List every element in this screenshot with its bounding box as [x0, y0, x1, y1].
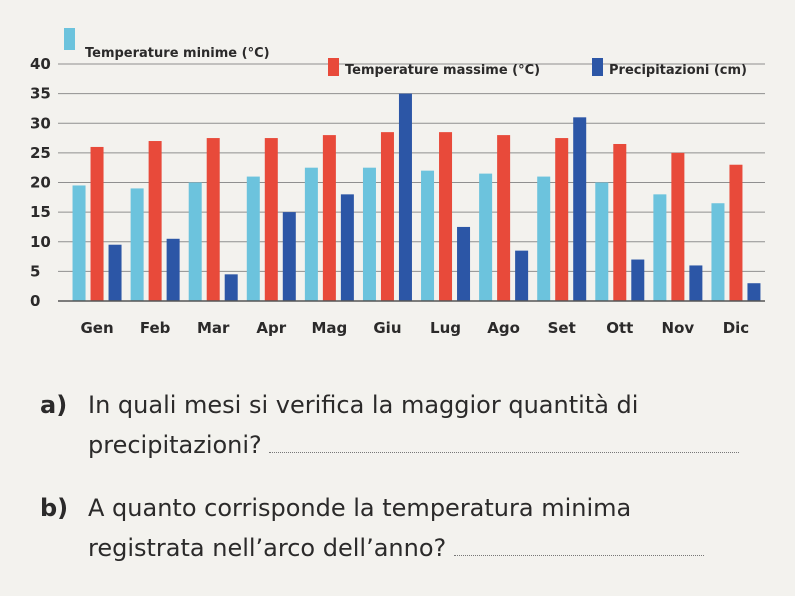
bar-set-series-1 [537, 176, 551, 301]
bar-nov-series-1 [653, 194, 667, 301]
legend-swatch-1 [64, 28, 75, 50]
x-tick-label-mag: Mag [311, 319, 347, 337]
x-tick-label-ago: Ago [487, 319, 520, 337]
bar-feb-series-3 [166, 238, 180, 301]
question-b-line1: A quanto corrisponde la temperatura mini… [88, 494, 632, 522]
bar-gen-series-1 [72, 185, 86, 301]
legend-swatch-2 [328, 58, 339, 76]
legend-swatch-3 [592, 58, 603, 76]
y-tick-label-0: 0 [30, 292, 40, 310]
bar-apr-series-2 [264, 138, 278, 301]
x-tick-label-apr: Apr [256, 319, 286, 337]
bar-mar-series-3 [224, 274, 238, 301]
bar-chart: 0 5 10 15 20 25 30 35 40 Gen Feb Mar Apr Mag Giu Lug Ago… [30, 28, 765, 337]
legend-label-3: Precipitazioni (cm) [609, 63, 747, 78]
y-tick-label-35: 35 [30, 85, 51, 103]
question-a-line1: In quali mesi si verifica la maggior qua… [88, 391, 639, 419]
bar-dic-series-2 [729, 164, 743, 301]
x-tick-label-dic: Dic [723, 319, 749, 337]
bar-lug-series-3 [457, 226, 471, 301]
answer-line-a[interactable] [269, 430, 740, 453]
x-tick-label-set: Set [548, 319, 576, 337]
x-tick-label-feb: Feb [140, 319, 171, 337]
bar-ott-series-3 [631, 259, 645, 301]
bar-giu-series-1 [362, 167, 376, 301]
bar-mag-series-3 [340, 194, 354, 301]
bar-ago-series-1 [479, 173, 493, 301]
question-a: a) In quali mesi si verifica la maggior q… [40, 385, 740, 465]
bar-ago-series-2 [497, 135, 511, 301]
bar-set-series-3 [573, 117, 587, 301]
bar-feb-series-1 [130, 188, 144, 301]
legend-label-2: Temperature massime (°C) [345, 63, 540, 78]
x-tick-label-gen: Gen [80, 319, 113, 337]
question-b-line2: registrata nell’arco dell’anno? [88, 534, 447, 562]
bar-giu-series-2 [380, 132, 394, 301]
bar-mag-series-2 [322, 135, 336, 301]
bar-ott-series-1 [595, 182, 609, 301]
y-tick-label-40: 40 [30, 55, 51, 73]
bar-nov-series-2 [671, 152, 685, 301]
x-tick-label-giu: Giu [373, 319, 401, 337]
bar-mar-series-1 [188, 182, 202, 301]
question-b-letter: b) [40, 494, 69, 522]
y-tick-label-10: 10 [30, 233, 51, 251]
y-tick-label-5: 5 [30, 262, 40, 280]
y-tick-label-15: 15 [30, 203, 51, 221]
bar-dic-series-1 [711, 203, 725, 301]
bar-gen-series-3 [108, 244, 122, 301]
x-tick-label-nov: Nov [662, 319, 695, 337]
bar-set-series-2 [555, 138, 569, 301]
y-tick-label-30: 30 [30, 114, 51, 132]
bar-gen-series-2 [90, 146, 104, 301]
question-a-line2: precipitazioni? [88, 431, 262, 459]
bar-feb-series-2 [148, 141, 162, 301]
x-tick-label-mar: Mar [197, 319, 230, 337]
bar-giu-series-3 [398, 93, 412, 301]
bar-apr-series-1 [246, 176, 260, 301]
x-tick-label-lug: Lug [430, 319, 461, 337]
bar-dic-series-3 [747, 283, 761, 301]
question-b: b) A quanto corrisponde la temperatura mi… [40, 488, 704, 568]
y-tick-label-25: 25 [30, 144, 51, 162]
y-tick-label-20: 20 [30, 174, 51, 192]
x-tick-label-ott: Ott [606, 319, 633, 337]
legend-label-1: Temperature minime (°C) [85, 46, 270, 61]
bar-mar-series-2 [206, 138, 220, 301]
bar-nov-series-3 [689, 265, 703, 301]
bar-apr-series-3 [282, 212, 296, 301]
answer-line-b[interactable] [453, 533, 704, 556]
bar-ott-series-2 [613, 143, 627, 301]
bar-mag-series-1 [304, 167, 318, 301]
bar-lug-series-2 [439, 132, 453, 301]
bar-lug-series-1 [421, 170, 435, 301]
bar-ago-series-3 [515, 250, 529, 301]
question-a-letter: a) [40, 391, 68, 419]
